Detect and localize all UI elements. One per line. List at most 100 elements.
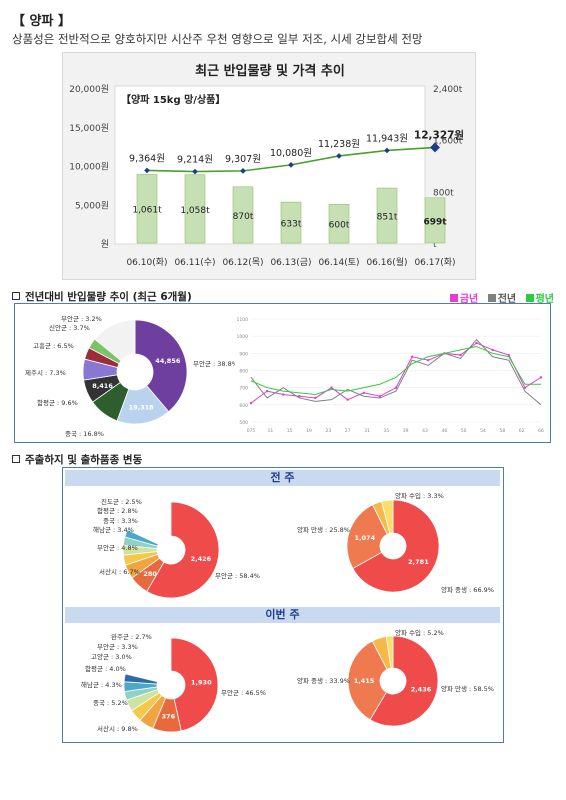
price-point (144, 167, 150, 174)
category-tick: 06.12(목) (222, 257, 263, 268)
slice-label: 서산시 : 9.8% (97, 724, 138, 733)
slice-label: 무안군 : 38.8% (193, 359, 235, 368)
arrival-trend-panel: 44,856 19,318 8,416 무안군 : 38.8% 중국 : 16.8% 함평… (14, 303, 551, 443)
price-point (192, 168, 198, 175)
slice-label: 해남군 : 4.3% (81, 680, 122, 689)
legend-normal-year: 평년 (525, 294, 554, 305)
slice-label: 중국 : 3.3% (103, 517, 138, 525)
section-title: 주출하지 및 출하품종 변동 (25, 454, 143, 466)
pie-slice (134, 319, 188, 413)
series-point (330, 386, 333, 389)
series-point (346, 398, 349, 401)
price-label: 12,327원 (414, 128, 464, 141)
category-tick: 06.17(화) (414, 257, 455, 268)
series-point (314, 396, 317, 400)
y-tick: 800 (239, 369, 248, 375)
volume-bar-label: 699t (423, 217, 447, 227)
series-point (475, 341, 478, 345)
slice-value: 2,426 (191, 555, 212, 563)
legend-last-year: 전년 (487, 294, 516, 305)
slice-label: 해남군 : 3.4% (93, 525, 134, 534)
slice-label: 서산시 : 6.7% (99, 567, 140, 576)
chart-subtitle: 【양파 15kg 망/상품】 (121, 93, 225, 106)
volume-bar-label: 600t (329, 221, 350, 231)
volume-bar (280, 201, 302, 244)
series-point (394, 386, 398, 389)
pie-slice (123, 673, 158, 685)
slice-value: 376 (162, 712, 176, 720)
line-legend: 금년 전년 평년 (444, 290, 554, 305)
volume-bar-label: 870t (233, 212, 254, 222)
series-point (459, 353, 462, 357)
price-point (336, 153, 342, 159)
prev-week-bar: 전 주 (65, 470, 500, 486)
legend-this-year: 금년 (449, 294, 478, 305)
x-tick: 15 (287, 428, 293, 434)
origin-share-pie: 44,856 19,318 8,416 무안군 : 38.8% 중국 : 16.8% 함평… (25, 314, 235, 438)
series-point (298, 395, 301, 398)
slice-label: 양파 중생 : 66.9% (441, 585, 494, 594)
plot-area (114, 85, 426, 245)
left-axis-tick: 원 (101, 239, 109, 250)
price-point (384, 147, 390, 154)
left-axis-tick: 15,000원 (69, 123, 109, 134)
pie-slice (385, 635, 394, 669)
slice-value: 1,074 (355, 534, 376, 542)
pie-slice (346, 504, 388, 569)
y-tick: 500 (239, 420, 248, 426)
prev-week-variety-pie: 2,781 1,074 양파 중생 : 66.9% 양파 만생 : 25.8% 양파 수… (297, 491, 494, 594)
volume-bar (184, 174, 206, 244)
volume-bar-label: 1,058t (180, 206, 210, 216)
category-tick: 06.14(토) (318, 258, 359, 268)
volume-bar (376, 187, 398, 244)
series-point (249, 401, 253, 405)
pie-slice (369, 635, 439, 727)
chart-title: 최근 반입물량 및 가격 추이 (195, 63, 345, 79)
x-tick: 23 (325, 428, 331, 434)
volume-bar (136, 174, 158, 244)
x-tick: 54 (480, 428, 486, 434)
price-label: 9,307원 (225, 154, 261, 165)
pie-slice (347, 640, 388, 721)
this-week-bar: 이번 주 (65, 607, 500, 623)
price-volume-chart: 최근 반입물량 및 가격 추이 【양파 15kg 망/상품】 20,000원 15,0… (69, 63, 464, 268)
series-point (362, 391, 365, 395)
slice-value: 2,436 (411, 686, 432, 694)
slice-value: 19,318 (129, 403, 155, 411)
slice-label: 함평군 : 4.0% (85, 664, 126, 673)
series-point (491, 348, 494, 352)
x-tick: 62 (519, 428, 525, 434)
x-tick: 66 (538, 428, 544, 434)
price-label: 11,943원 (366, 133, 408, 144)
arrival-line-chart: 1100 1000 900 800 700 600 500 075 11 15 19 23 27 31 35… (237, 317, 544, 434)
series-point (507, 353, 510, 357)
page-title: 【 양파 】 (12, 14, 71, 29)
slice-value: 8,416 (92, 382, 113, 390)
series-point (539, 376, 543, 379)
series-line (250, 345, 541, 396)
y-tick: 900 (239, 351, 248, 357)
right-axis-tick: 800t (433, 188, 454, 198)
series-point (523, 386, 527, 389)
left-axis-tick: 5,000원 (75, 200, 109, 211)
series-line (250, 338, 542, 406)
x-tick: 075 (247, 428, 256, 434)
slice-label: 양파 수입 : 3.3% (395, 491, 444, 500)
slice-label: 중국 : 16.8% (65, 430, 104, 438)
series-point (427, 359, 430, 362)
slice-label: 중국 : 5.2% (93, 699, 128, 707)
slice-value: 280 (143, 570, 157, 578)
right-axis-tick: 2,400t (433, 85, 463, 95)
price-label: 10,080원 (270, 148, 312, 159)
section-origin-variety: 주출하지 및 출하품종 변동 (12, 452, 142, 467)
slice-label: 완주군 : 2.7% (111, 633, 152, 641)
x-tick: 19 (306, 428, 312, 434)
y-tick: 600 (239, 403, 248, 409)
slice-label: 함평군 : 2.8% (97, 506, 138, 515)
slice-label: 부안군 : 3.3% (97, 642, 138, 651)
this-week-variety-pie: 2,436 1,415 양파 만생 : 58.5% 양파 중생 : 33.9% 양파 수… (297, 628, 494, 727)
pie-slice (381, 499, 394, 534)
slice-value: 2,781 (408, 558, 429, 566)
x-tick: 43 (422, 428, 428, 434)
right-axis-tick: 1,600t (433, 137, 463, 147)
